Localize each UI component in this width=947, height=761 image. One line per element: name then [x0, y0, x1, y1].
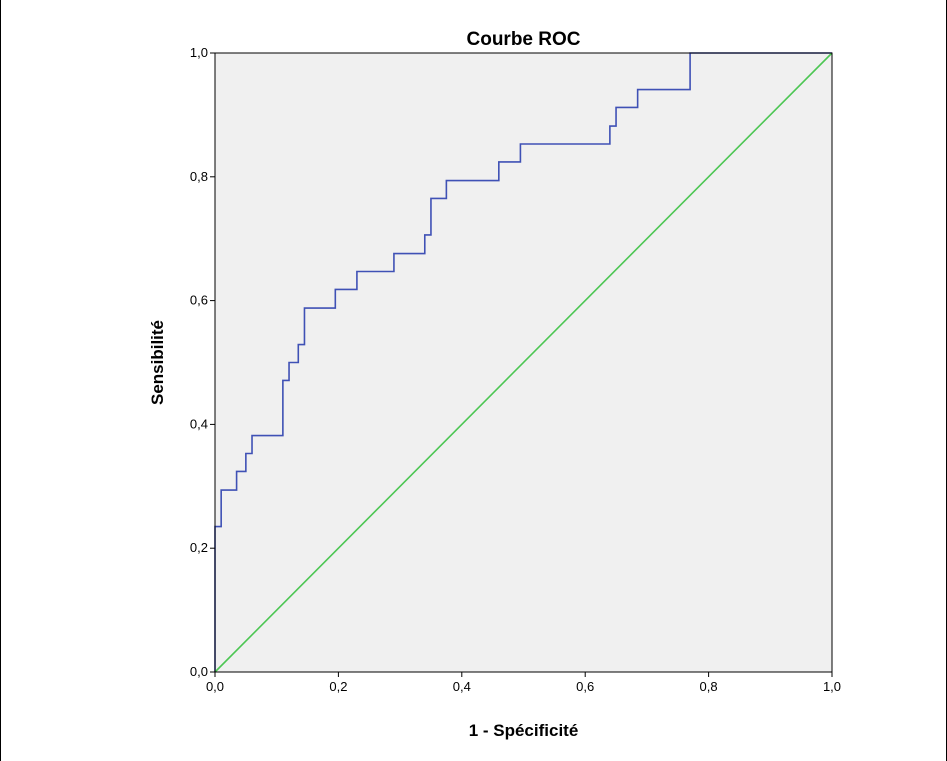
series-layer [214, 52, 833, 673]
x-axis-title: 1 - Spécificité [469, 721, 579, 740]
y-axis-title: Sensibilité [148, 320, 167, 405]
roc-curve-line [214, 52, 832, 672]
x-tick-label: 0,6 [576, 679, 594, 694]
x-tick-label: 0,4 [453, 679, 471, 694]
y-tick-label: 0,4 [190, 416, 208, 431]
x-axis-ticks: 0,0 0,2 0,4 0,6 0,8 1,0 [206, 672, 841, 694]
x-tick-label: 0,8 [700, 679, 718, 694]
x-tick-label: 0,2 [329, 679, 347, 694]
y-tick-label: 0,8 [190, 169, 208, 184]
y-tick-label: 0,0 [190, 664, 208, 679]
y-tick-label: 1,0 [190, 45, 208, 60]
reference-diagonal-line [214, 52, 833, 673]
plot-border [214, 52, 833, 673]
x-tick-label: 1,0 [823, 679, 841, 694]
x-tick-label: 0,0 [206, 679, 224, 694]
y-axis-ticks: 0,0 0,2 0,4 0,6 0,8 1,0 [190, 45, 215, 679]
y-tick-label: 0,6 [190, 293, 208, 308]
chart-title: Courbe ROC [467, 29, 581, 50]
y-tick-label: 0,2 [190, 540, 208, 555]
